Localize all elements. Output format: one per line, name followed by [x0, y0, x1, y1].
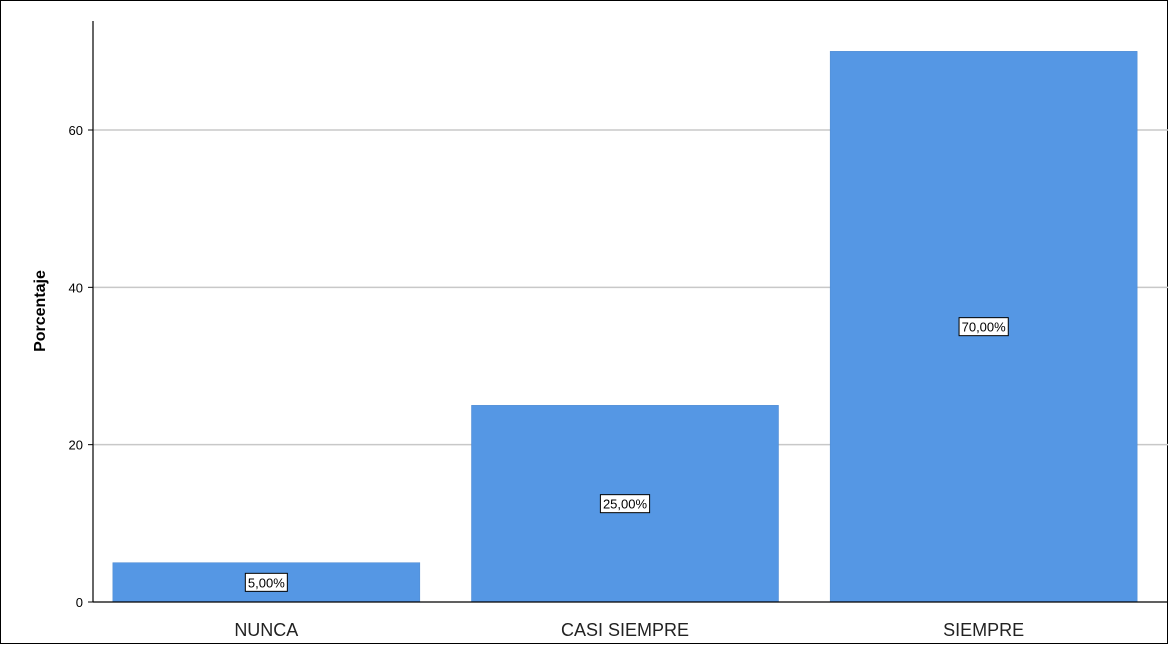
x-tick-label: NUNCA — [234, 620, 298, 640]
data-label-box — [958, 317, 1009, 337]
y-tick-label: 60 — [69, 123, 83, 138]
axes: 0 20 40 60 NUNCA CASI SIEMPRE SIEMPRE — [69, 21, 1168, 640]
data-label: 5,00% — [248, 575, 285, 590]
y-tick-label: 0 — [76, 595, 83, 610]
x-tick-label: CASI SIEMPRE — [561, 620, 689, 640]
data-label-box — [244, 572, 288, 592]
y-tick-label: 40 — [69, 280, 83, 295]
data-label: 25,00% — [603, 497, 648, 512]
data-label: 70,00% — [962, 320, 1007, 335]
y-axis-title: Porcentaje — [32, 270, 49, 352]
y-tick-label: 20 — [69, 438, 83, 453]
data-label-box — [599, 494, 651, 514]
x-tick-label: SIEMPRE — [943, 620, 1024, 640]
data-labels: 5,00% 25,00% 70,00% — [244, 317, 1009, 592]
